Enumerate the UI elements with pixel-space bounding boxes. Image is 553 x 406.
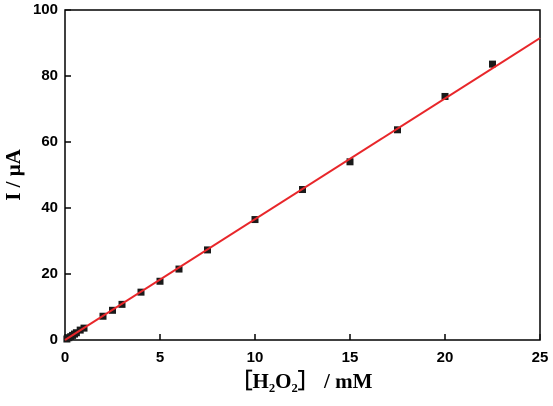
x-tick-label: 5 (156, 349, 164, 366)
x-tick-label: 10 (247, 349, 264, 366)
marker (489, 60, 496, 68)
y-tick-label: 100 (33, 1, 58, 18)
x-tick-label: 25 (532, 349, 549, 366)
y-axis-title: I / μA (1, 148, 25, 200)
marker (441, 92, 449, 100)
x-tick-label: 15 (342, 349, 359, 366)
fit-line (64, 37, 541, 341)
marker (175, 265, 183, 273)
plot-frame (64, 9, 541, 341)
x-tick-label: 0 (61, 349, 69, 366)
y-tick-label: 20 (41, 265, 58, 282)
y-tick-label: 40 (41, 199, 58, 216)
x-tick-label: 20 (437, 349, 454, 366)
y-tick-label: 60 (41, 133, 58, 150)
y-tick-label: 80 (41, 67, 58, 84)
marker (156, 277, 164, 285)
y-tick-label: 0 (50, 331, 58, 348)
marker (346, 158, 354, 166)
x-axis-title: ［H₂O₂］ / mM (232, 369, 373, 393)
